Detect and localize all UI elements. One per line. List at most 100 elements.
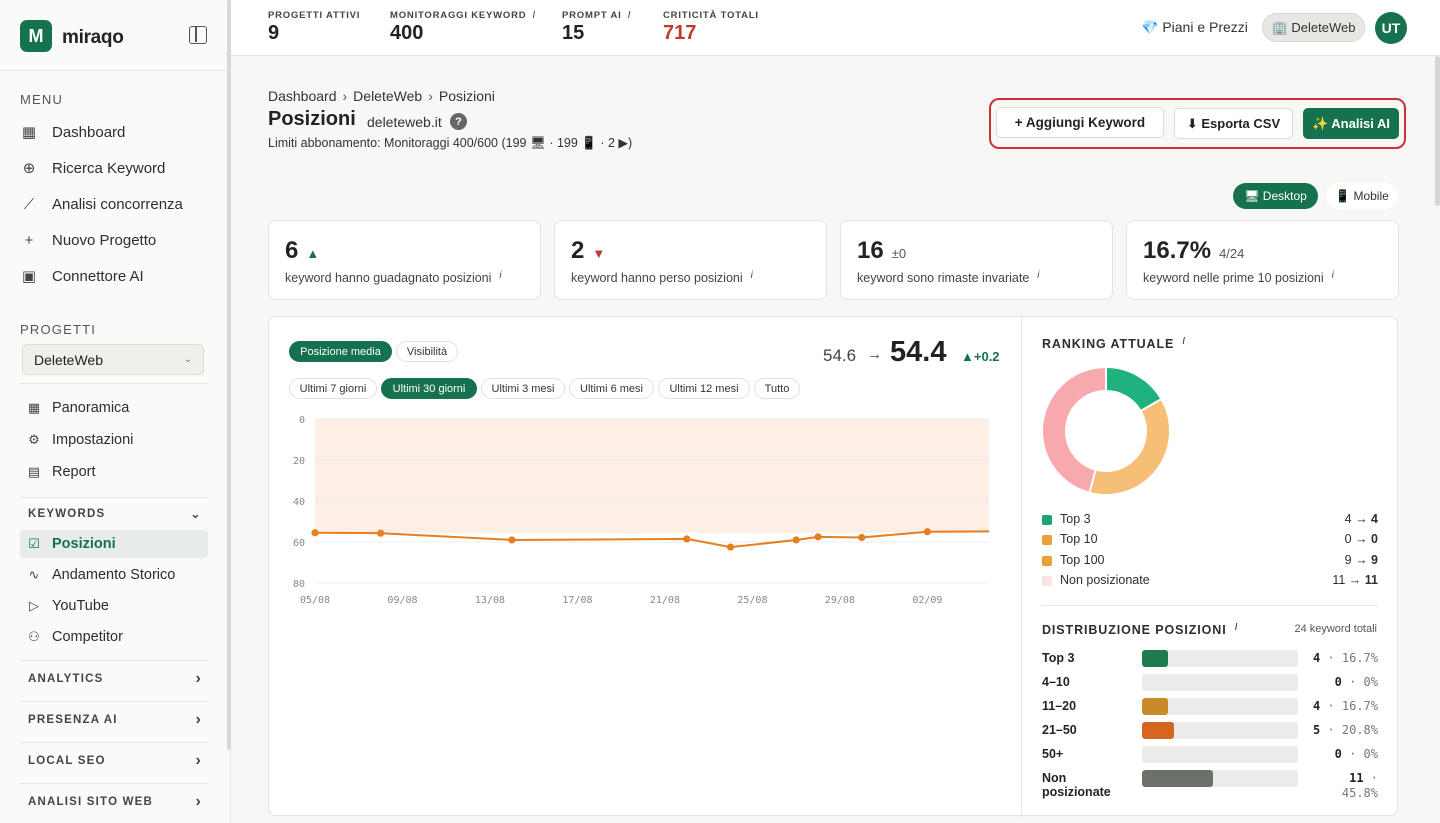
sidebar-item-ricerca-keyword[interactable]: ⊕ Ricerca Keyword xyxy=(20,154,210,182)
info-icon[interactable]: i xyxy=(1234,622,1239,633)
robot-icon: ▣ xyxy=(21,268,37,285)
info-icon[interactable]: i xyxy=(499,270,502,281)
data-point xyxy=(683,535,691,543)
project-select[interactable]: DeleteWeb ⌄ xyxy=(22,344,204,375)
kpi-card: 2 ▼ keyword hanno perso posizioni i xyxy=(554,220,827,300)
device-toggle-desktop[interactable]: 🖥 Desktop xyxy=(1233,183,1318,209)
group-presenza-ai[interactable]: PRESENZA AI › xyxy=(20,705,210,735)
distribution-bar xyxy=(1142,650,1169,667)
kpi-description: keyword nelle prime 10 posizioni i xyxy=(1143,270,1334,285)
stat-monitoraggi-keyword: MONITORAGGI KEYWORD i 400 xyxy=(390,10,536,45)
main-scrollbar[interactable] xyxy=(1435,56,1440,206)
distribution-count: 4 xyxy=(1312,699,1321,713)
kpi-value: 16 xyxy=(857,237,884,264)
data-point xyxy=(923,528,931,536)
sidebar-item-andamento-storico[interactable]: ∿ Andamento Storico xyxy=(20,561,208,589)
position-line-chart: 0 20 40 60 80 05/08 09/08 13/08 17/08 21/08 25/08 2… xyxy=(293,415,989,606)
kpi-value-row: 16.7% 4/24 xyxy=(1143,237,1244,265)
kpi-value: 2 xyxy=(571,237,585,264)
device-toggle-mobile[interactable]: 📱 Mobile xyxy=(1326,183,1398,209)
breadcrumb: Dashboard › DeleteWeb › Posizioni xyxy=(268,88,495,104)
trend-chart-icon: ⟋ xyxy=(23,195,35,213)
projects-heading: PROGETTI xyxy=(20,322,97,337)
distribution-percent: 16.7% xyxy=(1341,699,1378,713)
distribution-track xyxy=(1142,674,1298,691)
range-tab[interactable]: Tutto xyxy=(754,378,800,399)
sidebar-item-label: Posizioni xyxy=(52,536,116,552)
range-tab[interactable]: Ultimi 6 mesi xyxy=(569,378,654,399)
logo-icon[interactable]: M xyxy=(20,20,52,52)
org-button[interactable]: 🏢 DeleteWeb xyxy=(1262,13,1365,42)
distribution-bar xyxy=(1142,698,1169,715)
project-select-value: DeleteWeb xyxy=(34,351,104,368)
range-tab[interactable]: Ultimi 12 mesi xyxy=(658,378,750,399)
metric-tab[interactable]: Posizione media xyxy=(289,341,392,362)
kpi-delta: ±0 xyxy=(891,246,907,261)
separator: · xyxy=(1320,723,1342,737)
add-keyword-button[interactable]: + Aggiungi Keyword xyxy=(996,107,1164,138)
stat-label-text: PROGETTI ATTIVI xyxy=(268,10,361,21)
export-csv-button[interactable]: ⬇ Esporta CSV xyxy=(1174,108,1293,139)
distribution-count: 5 xyxy=(1312,723,1321,737)
group-analisi-sito-web[interactable]: ANALISI SITO WEB › xyxy=(20,787,210,817)
sidebar-item-label: Panoramica xyxy=(52,400,130,416)
legend-name: Top 3 xyxy=(1060,512,1091,526)
info-icon[interactable]: i xyxy=(1331,270,1334,281)
info-icon[interactable]: i xyxy=(627,10,632,21)
kpi-card: 16.7% 4/24 keyword nelle prime 10 posizion… xyxy=(1126,220,1399,300)
metric-tab[interactable]: Visibilità xyxy=(396,341,458,362)
legend-item: Top 3 4 → 4 xyxy=(1042,511,1378,529)
sidebar-item-analisi-concorrenza[interactable]: ⟋ Analisi concorrenza xyxy=(20,190,210,218)
stat-criticità-totali: CRITICITÀ TOTALI 717 xyxy=(663,10,759,45)
avatar[interactable]: UT xyxy=(1375,12,1407,44)
info-icon[interactable]: i xyxy=(750,270,753,281)
kpi-delta: ▼ xyxy=(592,246,606,261)
group-analytics[interactable]: ANALYTICS › xyxy=(20,664,210,694)
kpi-description-text: keyword sono rimaste invariate xyxy=(857,271,1030,285)
subscription-limits: Limiti abbonamento: Monitoraggi 400/600 … xyxy=(268,136,633,150)
sidebar-item-panoramica[interactable]: ▦ Panoramica xyxy=(20,394,208,422)
breadcrumb-separator: › xyxy=(428,88,433,104)
info-icon[interactable]: i xyxy=(1037,270,1040,281)
sidebar-divider xyxy=(20,660,208,661)
chevron-down-icon: ⌄ xyxy=(189,506,202,521)
distribution-row: 11–20 4 · 16.7% xyxy=(1042,696,1378,716)
chevron-right-icon: › xyxy=(195,711,202,728)
legend-values: 9 → 9 xyxy=(1345,553,1378,567)
help-icon[interactable]: ? xyxy=(450,113,467,130)
sidebar-scrollbar[interactable] xyxy=(227,0,231,750)
range-tab[interactable]: Ultimi 7 giorni xyxy=(289,378,377,399)
arrow-right-icon: → xyxy=(867,346,882,363)
sidebar-item-posizioni[interactable]: ☑ Posizioni xyxy=(20,530,208,558)
breadcrumb-item[interactable]: Dashboard xyxy=(268,88,337,104)
range-tab[interactable]: Ultimi 30 giorni xyxy=(381,378,477,399)
breadcrumb-separator: › xyxy=(342,88,348,104)
breadcrumb-item[interactable]: DeleteWeb xyxy=(353,88,423,104)
distribution-bar xyxy=(1142,770,1214,787)
distribution-label: 11–20 xyxy=(1042,699,1077,713)
sidebar-item-report[interactable]: ▤ Report xyxy=(20,458,208,486)
sidebar-item-youtube[interactable]: ▷ YouTube xyxy=(20,592,208,620)
ranking-donut-chart xyxy=(1042,365,1170,496)
info-icon[interactable]: i xyxy=(1182,336,1186,347)
sidebar-item-impostazioni[interactable]: ⚙ Impostazioni xyxy=(20,426,208,454)
search-plus-icon: ⊕ xyxy=(22,160,36,177)
y-tick-label: 0 xyxy=(299,415,305,426)
grid-icon: ▦ xyxy=(21,124,37,141)
group-local-seo[interactable]: LOCAL SEO › xyxy=(20,746,210,776)
range-tab[interactable]: Ultimi 3 mesi xyxy=(481,378,565,399)
info-icon[interactable]: i xyxy=(532,10,537,21)
ai-analysis-button[interactable]: ✨ Analisi AI xyxy=(1303,108,1399,139)
sidebar-item-competitor[interactable]: ⚇ Competitor xyxy=(20,623,208,651)
legend-item: Top 100 9 → 9 xyxy=(1042,552,1378,570)
sidebar-item-nuovo-progetto[interactable]: + Nuovo Progetto xyxy=(20,226,210,254)
separator: · xyxy=(1363,771,1378,785)
kpi-description: keyword hanno perso posizioni i xyxy=(571,270,753,285)
sidebar-item-connettore-ai[interactable]: ▣ Connettore AI xyxy=(20,262,210,290)
sidebar-item-dashboard[interactable]: ▦ Dashboard xyxy=(20,118,210,146)
sidebar-toggle-icon[interactable] xyxy=(189,26,207,44)
legend-values: 11 → 11 xyxy=(1332,573,1378,587)
separator: · xyxy=(1320,651,1342,665)
group-keywords[interactable]: KEYWORDS ⌄ xyxy=(20,499,210,529)
plans-link[interactable]: 💎 Piani e Prezzi xyxy=(1141,19,1248,35)
